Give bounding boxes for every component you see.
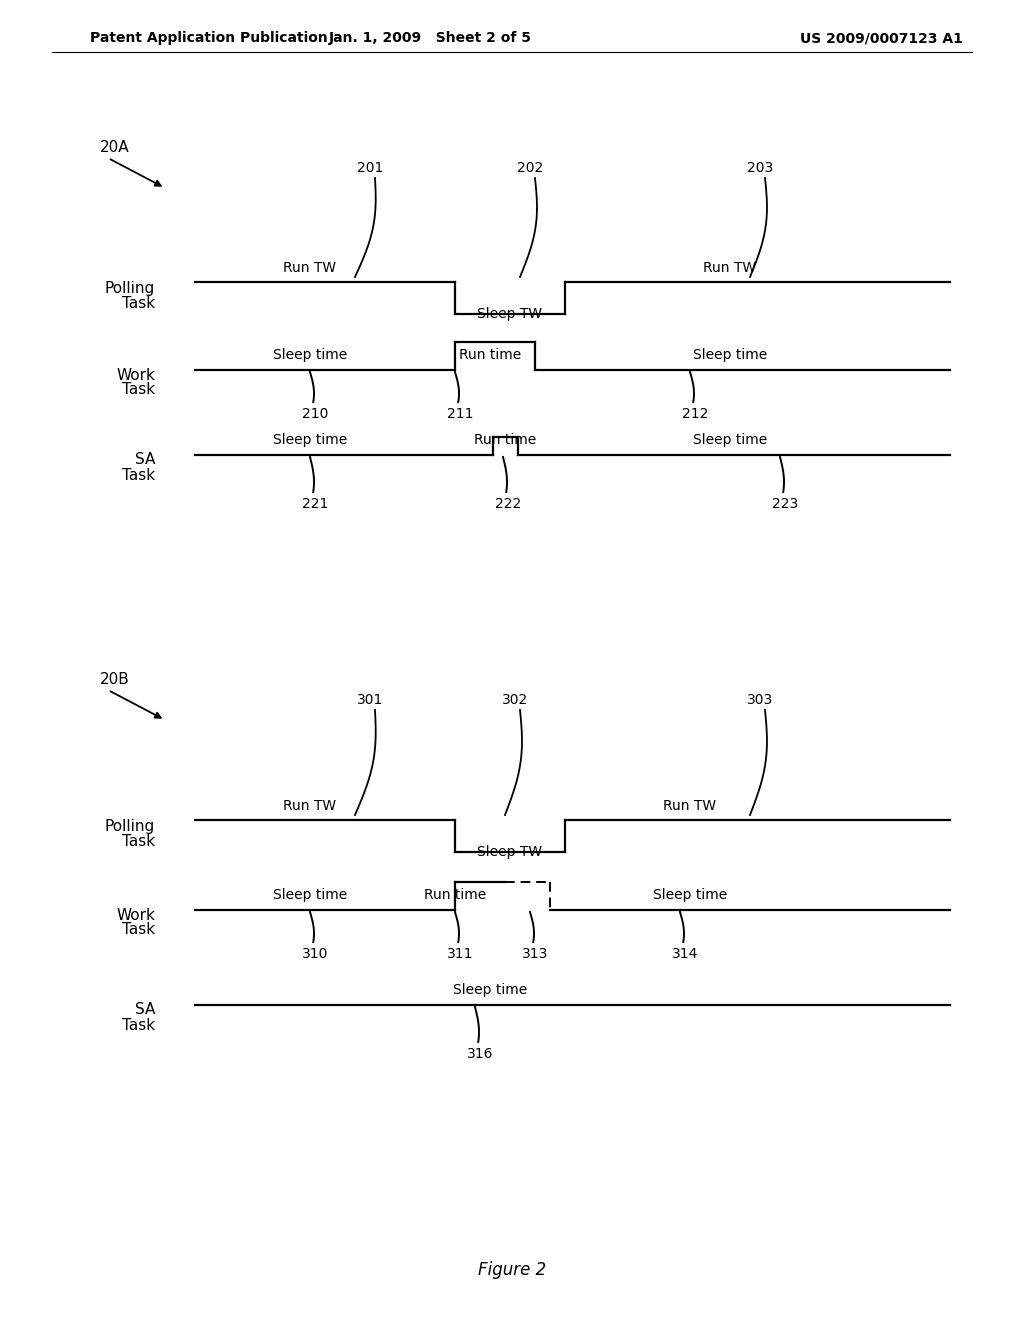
Text: Run time: Run time [474, 433, 537, 447]
Text: Run TW: Run TW [284, 261, 337, 275]
Text: US 2009/0007123 A1: US 2009/0007123 A1 [800, 30, 963, 45]
Text: 221: 221 [302, 498, 328, 511]
Text: Run TW: Run TW [703, 261, 757, 275]
Text: Sleep time: Sleep time [272, 348, 347, 362]
Text: Task: Task [122, 923, 155, 937]
Text: Patent Application Publication: Patent Application Publication [90, 30, 328, 45]
Text: Task: Task [122, 834, 155, 850]
Text: Run TW: Run TW [664, 799, 717, 813]
Text: 222: 222 [495, 498, 521, 511]
Text: Run time: Run time [459, 348, 521, 362]
Text: Sleep time: Sleep time [653, 888, 727, 902]
Text: 202: 202 [517, 161, 543, 176]
Text: 211: 211 [446, 407, 473, 421]
Text: Polling: Polling [104, 820, 155, 834]
Text: SA: SA [134, 453, 155, 467]
Text: 212: 212 [682, 407, 709, 421]
Text: Sleep time: Sleep time [453, 983, 527, 997]
Text: Run time: Run time [424, 888, 486, 902]
Text: 310: 310 [302, 946, 328, 961]
Text: 313: 313 [522, 946, 548, 961]
Text: Figure 2: Figure 2 [478, 1261, 546, 1279]
Text: 303: 303 [746, 693, 773, 708]
Text: 314: 314 [672, 946, 698, 961]
Text: 20A: 20A [100, 140, 130, 156]
Text: Sleep TW: Sleep TW [477, 845, 543, 859]
Text: Jan. 1, 2009   Sheet 2 of 5: Jan. 1, 2009 Sheet 2 of 5 [329, 30, 531, 45]
Text: 201: 201 [356, 161, 383, 176]
Text: Sleep time: Sleep time [272, 433, 347, 447]
Text: Task: Task [122, 383, 155, 397]
Text: 302: 302 [502, 693, 528, 708]
Text: Sleep time: Sleep time [272, 888, 347, 902]
Text: 223: 223 [772, 498, 798, 511]
Text: Sleep time: Sleep time [693, 433, 767, 447]
Text: Sleep time: Sleep time [693, 348, 767, 362]
Text: 301: 301 [356, 693, 383, 708]
Text: Task: Task [122, 467, 155, 483]
Text: SA: SA [134, 1002, 155, 1018]
Text: Sleep TW: Sleep TW [477, 308, 543, 321]
Text: Task: Task [122, 1018, 155, 1032]
Text: Polling: Polling [104, 281, 155, 297]
Text: 316: 316 [467, 1047, 494, 1061]
Text: 210: 210 [302, 407, 328, 421]
Text: Run TW: Run TW [284, 799, 337, 813]
Text: Work: Work [116, 908, 155, 923]
Text: Task: Task [122, 297, 155, 312]
Text: 203: 203 [746, 161, 773, 176]
Text: 311: 311 [446, 946, 473, 961]
Text: 20B: 20B [100, 672, 130, 688]
Text: Work: Work [116, 367, 155, 383]
